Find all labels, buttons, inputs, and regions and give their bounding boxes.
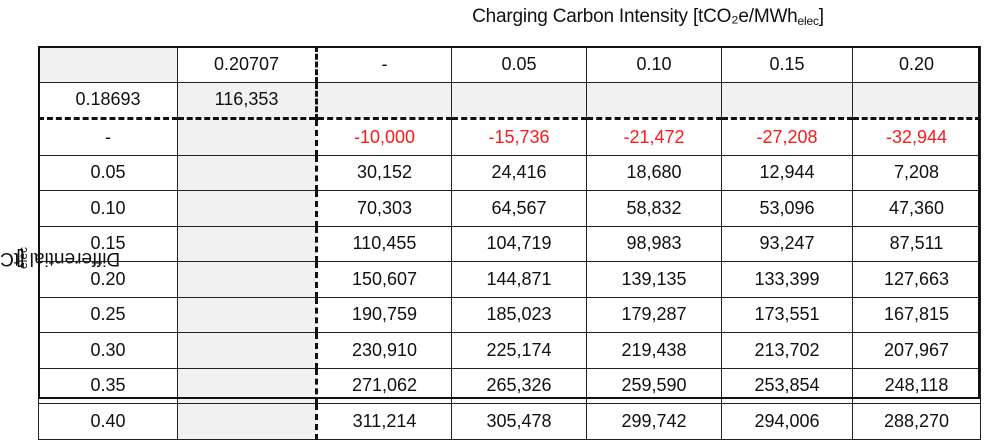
table-row: 0.25 190,759 185,023 179,287 173,551 167,815 — [38, 296, 981, 333]
value-cell: 58,832 — [586, 190, 722, 227]
sensitivity-table: 0.20707 - 0.05 0.10 0.15 0.20 0.18693 11… — [38, 46, 981, 440]
table-row: - -10,000 -15,736 -21,472 -27,208 -32,944 — [38, 117, 981, 156]
empty-cell — [177, 403, 318, 440]
value-cell: 87,511 — [852, 225, 981, 262]
header-row: 0.20707 - 0.05 0.10 0.15 0.20 — [38, 46, 981, 83]
data-rows: - -10,000 -15,736 -21,472 -27,208 -32,944 0.05… — [38, 117, 981, 440]
column-axis-title-text: Charging Carbon Intensity [tCO₂e/MWh — [472, 6, 798, 27]
table-row: 0.10 70,303 64,567 58,832 53,096 47,360 — [38, 190, 981, 227]
column-header: 0.05 — [451, 46, 587, 83]
row-axis-title-end: ] — [16, 248, 22, 270]
value-cell: 150,607 — [316, 261, 452, 298]
value-cell: 127,663 — [852, 261, 981, 298]
value-cell: 173,551 — [721, 296, 853, 333]
header-param-cell: 0.20707 — [177, 46, 318, 83]
empty-cell — [451, 81, 587, 119]
empty-cell — [177, 261, 318, 298]
value-cell: -27,208 — [721, 117, 853, 156]
value-cell: 24,416 — [451, 154, 587, 191]
value-cell: 299,742 — [586, 403, 722, 440]
table-row: 0.35 271,062 265,326 259,590 253,854 248,118 — [38, 367, 981, 404]
value-cell: 93,247 — [721, 225, 853, 262]
base-param-cell: 0.18693 — [38, 81, 178, 119]
value-cell: 248,118 — [852, 367, 981, 404]
empty-cell — [177, 367, 318, 404]
column-axis-title-end: ] — [818, 6, 824, 27]
column-header: - — [316, 46, 452, 83]
value-cell: 70,303 — [316, 190, 452, 227]
value-cell: 253,854 — [721, 367, 853, 404]
empty-cell — [316, 81, 452, 119]
value-cell: 311,214 — [316, 403, 452, 440]
value-cell: 47,360 — [852, 190, 981, 227]
row-label: 0.05 — [38, 154, 178, 191]
table-row: 0.05 30,152 24,416 18,680 12,944 7,208 — [38, 154, 981, 191]
row-label: 0.30 — [38, 332, 178, 369]
empty-cell — [177, 225, 318, 262]
table-row: 0.40 311,214 305,478 299,742 294,006 288,270 — [38, 403, 981, 440]
empty-cell — [177, 117, 318, 156]
value-cell: 12,944 — [721, 154, 853, 191]
value-cell: 18,680 — [586, 154, 722, 191]
value-cell: 104,719 — [451, 225, 587, 262]
empty-cell — [177, 154, 318, 191]
value-cell: 288,270 — [852, 403, 981, 440]
value-cell: 185,023 — [451, 296, 587, 333]
empty-cell — [721, 81, 853, 119]
value-cell: 98,983 — [586, 225, 722, 262]
table-row: 0.20 150,607 144,871 139,135 133,399 127,663 — [38, 261, 981, 298]
value-cell: 305,478 — [451, 403, 587, 440]
table-row: 0.15 110,455 104,719 98,983 93,247 87,511 — [38, 225, 981, 262]
base-row: 0.18693 116,353 — [38, 81, 981, 119]
row-label: 0.35 — [38, 367, 178, 404]
value-cell: 64,567 — [451, 190, 587, 227]
corner-cell — [38, 46, 178, 83]
empty-cell — [177, 332, 318, 369]
base-value-cell: 116,353 — [177, 81, 318, 119]
value-cell: 265,326 — [451, 367, 587, 404]
empty-cell — [852, 81, 981, 119]
value-cell: 213,702 — [721, 332, 853, 369]
row-label: 0.25 — [38, 296, 178, 333]
value-cell: 259,590 — [586, 367, 722, 404]
value-cell: 294,006 — [721, 403, 853, 440]
column-header: 0.15 — [721, 46, 853, 83]
value-cell: 207,967 — [852, 332, 981, 369]
row-label: 0.15 — [38, 225, 178, 262]
value-cell: -32,944 — [852, 117, 981, 156]
row-axis-title-label: Differential [tCO₂e/MWhelec] — [0, 247, 120, 270]
value-cell: 53,096 — [721, 190, 853, 227]
value-cell: -15,736 — [451, 117, 587, 156]
value-cell: 110,455 — [316, 225, 452, 262]
value-cell: 133,399 — [721, 261, 853, 298]
value-cell: 230,910 — [316, 332, 452, 369]
empty-cell — [586, 81, 722, 119]
table-row: 0.30 230,910 225,174 219,438 213,702 207,967 — [38, 332, 981, 369]
value-cell: 139,135 — [586, 261, 722, 298]
value-cell: 7,208 — [852, 154, 981, 191]
value-cell: 190,759 — [316, 296, 452, 333]
value-cell: 271,062 — [316, 367, 452, 404]
value-cell: 179,287 — [586, 296, 722, 333]
value-cell: 167,815 — [852, 296, 981, 333]
row-label: - — [38, 117, 178, 156]
value-cell: 219,438 — [586, 332, 722, 369]
row-axis-title: Differential [tCO₂e/MWhelec] — [0, 117, 120, 399]
value-cell: -21,472 — [586, 117, 722, 156]
column-header: 0.20 — [852, 46, 981, 83]
row-label: 0.10 — [38, 190, 178, 227]
value-cell: 225,174 — [451, 332, 587, 369]
value-cell: 30,152 — [316, 154, 452, 191]
row-label: 0.40 — [38, 403, 178, 440]
row-label: 0.20 — [38, 261, 178, 298]
empty-cell — [177, 296, 318, 333]
column-axis-title: Charging Carbon Intensity [tCO₂e/MWhelec… — [318, 6, 978, 28]
column-axis-title-subscript: elec — [797, 14, 819, 28]
value-cell: -10,000 — [316, 117, 452, 156]
empty-cell — [177, 190, 318, 227]
value-cell: 144,871 — [451, 261, 587, 298]
column-header: 0.10 — [586, 46, 722, 83]
